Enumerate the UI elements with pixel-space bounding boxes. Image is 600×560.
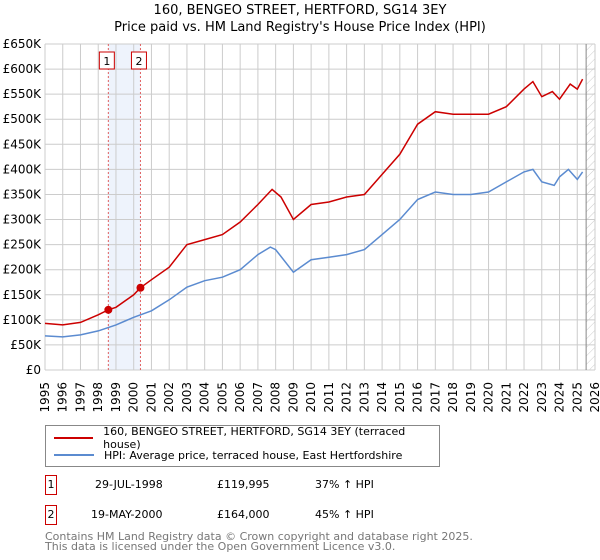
y-tick-label: £50K [10,338,42,352]
footer-line: Contains HM Land Registry data © Crown c… [45,530,473,543]
sale-price: £119,995 [217,478,270,491]
y-tick-label: £250K [3,238,43,252]
x-tick-label: 2015 [393,382,407,413]
legend-label: 160, BENGEO STREET, HERTFORD, SG14 3EY (… [103,425,406,451]
x-tick-label: 2019 [464,382,478,413]
x-tick-label: 2011 [322,382,336,413]
property-price-line [44,78,584,326]
y-tick-label: £100K [3,313,43,327]
x-tick-label: 1998 [91,382,105,413]
x-tick-label: 2004 [198,382,212,413]
x-tick-label: 2025 [570,382,584,413]
x-tick-label: 2020 [482,382,496,413]
x-tick-label: 2018 [446,382,460,413]
sale-badge: 1 [45,475,57,495]
y-tick-label: £500K [3,112,43,126]
chart-subtitle: Price paid vs. HM Land Registry's House … [114,20,486,35]
y-tick-label: £350K [3,187,43,201]
x-tick-label: 2008 [269,382,283,413]
sale-price: £164,000 [217,508,270,521]
y-tick-label: £0 [26,363,41,377]
footer: Contains HM Land Registry data © Crown c… [45,530,473,553]
price-chart: 1995 1996 1997 1998 1999 2000 2001 2002 2003 2004… [3,37,600,413]
x-tick-label: 2002 [162,382,176,413]
x-tick-label: 1995 [38,382,52,413]
x-tick-label: 2010 [304,382,318,413]
x-tick-label: 1997 [73,382,87,413]
sale-hpi: 45% ↑ HPI [315,508,374,521]
legend-label: HPI: Average price, terraced house, East… [104,448,403,462]
sale-marker-box [130,51,147,70]
forecast-hatch [586,44,595,370]
x-tick-label: 2012 [340,382,354,413]
x-tick-label: 2022 [517,382,531,413]
y-tick-label: £600K [3,62,43,76]
sale-date: 19-MAY-2000 [91,508,163,521]
legend-item-hpi: HPI: Average price, terraced house, East… [54,448,402,462]
y-tick-label: £150K [3,288,43,302]
legend: 160, BENGEO STREET, HERTFORD, SG14 3EY (… [45,425,440,467]
x-tick-label: 2016 [411,382,425,413]
x-tick-label: 2014 [375,382,389,413]
x-tick-label: 2024 [553,382,567,413]
x-tick-label: 2013 [357,382,371,413]
x-tick-label: 2026 [588,382,600,413]
sale-period-band [108,44,141,370]
legend-swatch-red [54,437,94,439]
footer-line: This data is licensed under the Open Gov… [45,540,396,553]
x-tick-label: 2021 [499,382,513,413]
sale-point [104,305,113,314]
x-tick-label: 2007 [251,382,265,413]
x-tick-label: 2023 [535,382,549,413]
legend-swatch-blue [54,454,94,456]
sale-badge: 2 [45,505,57,525]
x-tick-label: 2017 [428,382,442,413]
y-tick-label: £400K [3,162,43,176]
hpi-line [44,168,584,338]
x-tick-label: 1996 [56,382,70,413]
x-tick-label: 2000 [127,382,141,413]
x-tick-label: 2003 [180,382,194,413]
y-tick-label: £550K [3,87,43,101]
x-tick-label: 2006 [233,382,247,413]
sale-marker-box [98,51,115,70]
y-tick-label: £200K [3,263,43,277]
x-tick-label: 2009 [286,382,300,413]
y-tick-label: £300K [3,213,43,227]
x-tick-label: 2005 [215,382,229,413]
sale-point [136,283,145,292]
legend-item-property: 160, BENGEO STREET, HERTFORD, SG14 3EY (… [54,425,439,451]
sale-marker-label: 1 [103,55,110,68]
x-tick-label: 1999 [109,382,123,413]
sale-marker-label: 2 [135,55,142,68]
y-tick-label: £450K [3,137,43,151]
y-tick-label: £650K [3,37,43,51]
chart-title: 160, BENGEO STREET, HERTFORD, SG14 3EY [153,3,447,18]
sale-hpi: 37% ↑ HPI [315,478,374,491]
x-tick-label: 2001 [144,382,158,413]
sale-date: 29-JUL-1998 [95,478,163,491]
